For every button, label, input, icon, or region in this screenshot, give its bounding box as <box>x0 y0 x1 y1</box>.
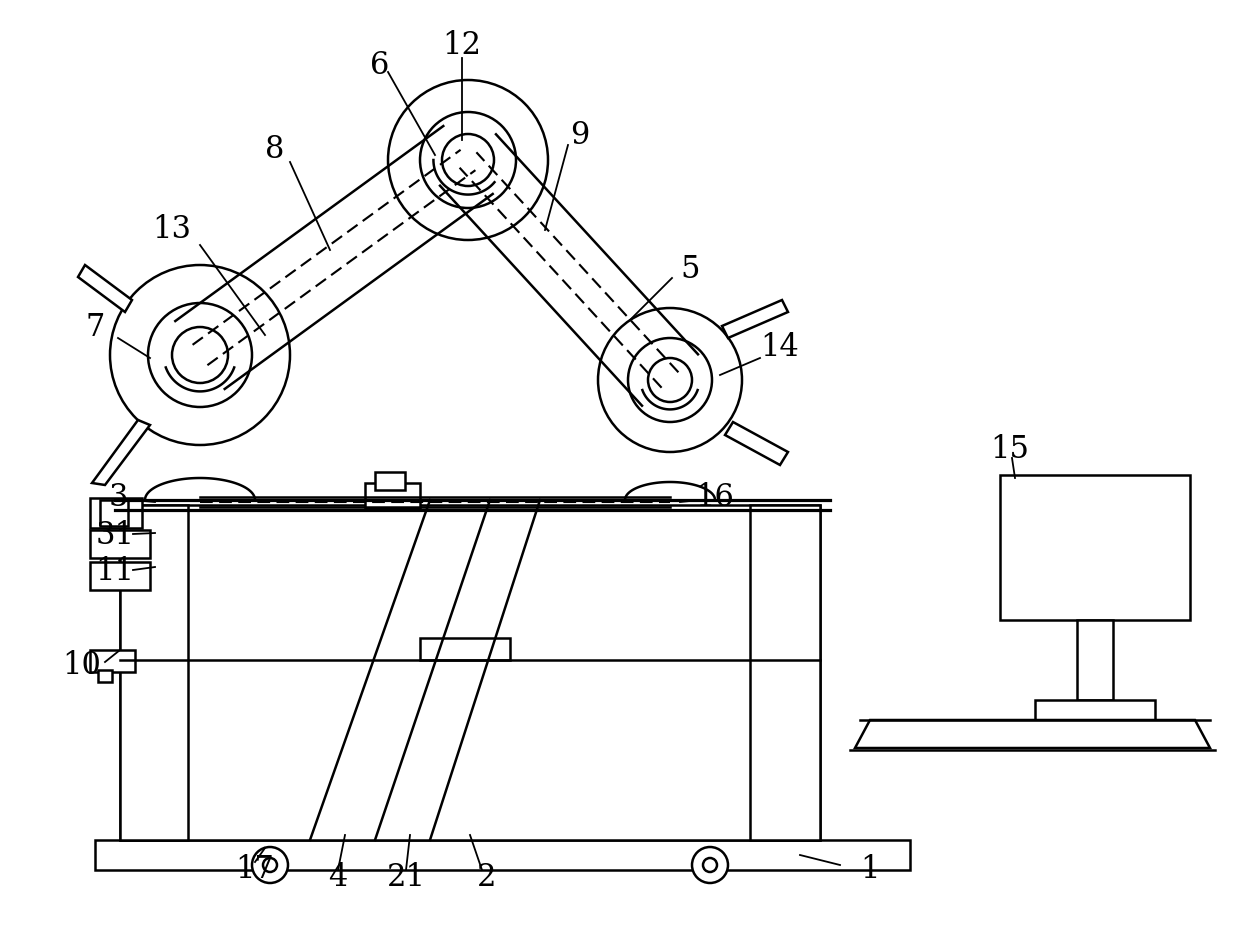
Text: 8: 8 <box>265 135 285 166</box>
Bar <box>91 530 150 558</box>
Bar <box>1078 620 1114 700</box>
Circle shape <box>388 80 548 240</box>
Circle shape <box>263 858 277 872</box>
Text: 5: 5 <box>681 254 699 285</box>
Text: 7: 7 <box>86 313 104 344</box>
Bar <box>91 650 135 672</box>
Text: 3: 3 <box>108 482 128 513</box>
Text: 9: 9 <box>570 120 590 151</box>
Circle shape <box>110 265 290 445</box>
Circle shape <box>627 338 712 422</box>
Bar <box>95 840 910 870</box>
Text: 4: 4 <box>329 863 347 894</box>
Circle shape <box>252 847 288 883</box>
Text: 16: 16 <box>696 482 734 513</box>
Bar <box>98 670 112 682</box>
Polygon shape <box>725 422 787 465</box>
Bar <box>120 505 820 840</box>
Text: 14: 14 <box>760 333 800 364</box>
Polygon shape <box>92 420 150 485</box>
Bar <box>91 562 150 590</box>
Bar <box>91 498 143 528</box>
Circle shape <box>692 847 728 883</box>
Bar <box>374 472 405 490</box>
Bar <box>420 638 510 660</box>
Text: 17: 17 <box>236 854 274 885</box>
Circle shape <box>420 112 516 208</box>
Text: 10: 10 <box>62 649 102 680</box>
Text: 21: 21 <box>387 863 425 894</box>
Bar <box>999 475 1190 620</box>
Polygon shape <box>856 720 1210 748</box>
Bar <box>100 500 128 526</box>
Bar <box>120 505 188 840</box>
Text: 12: 12 <box>443 29 481 60</box>
Bar <box>1035 700 1154 720</box>
Circle shape <box>649 358 692 402</box>
Bar <box>365 483 420 508</box>
Text: 1: 1 <box>861 854 879 885</box>
Text: 2: 2 <box>477 863 497 894</box>
Text: 15: 15 <box>991 434 1029 465</box>
Text: 11: 11 <box>95 557 134 588</box>
Circle shape <box>598 308 742 452</box>
Circle shape <box>441 134 494 186</box>
Text: 6: 6 <box>371 50 389 80</box>
Circle shape <box>703 858 717 872</box>
Polygon shape <box>722 300 787 338</box>
Circle shape <box>172 327 228 383</box>
Text: 13: 13 <box>153 215 191 246</box>
Polygon shape <box>78 265 131 312</box>
Circle shape <box>148 303 252 407</box>
Bar <box>750 505 820 840</box>
Text: 31: 31 <box>95 519 134 550</box>
